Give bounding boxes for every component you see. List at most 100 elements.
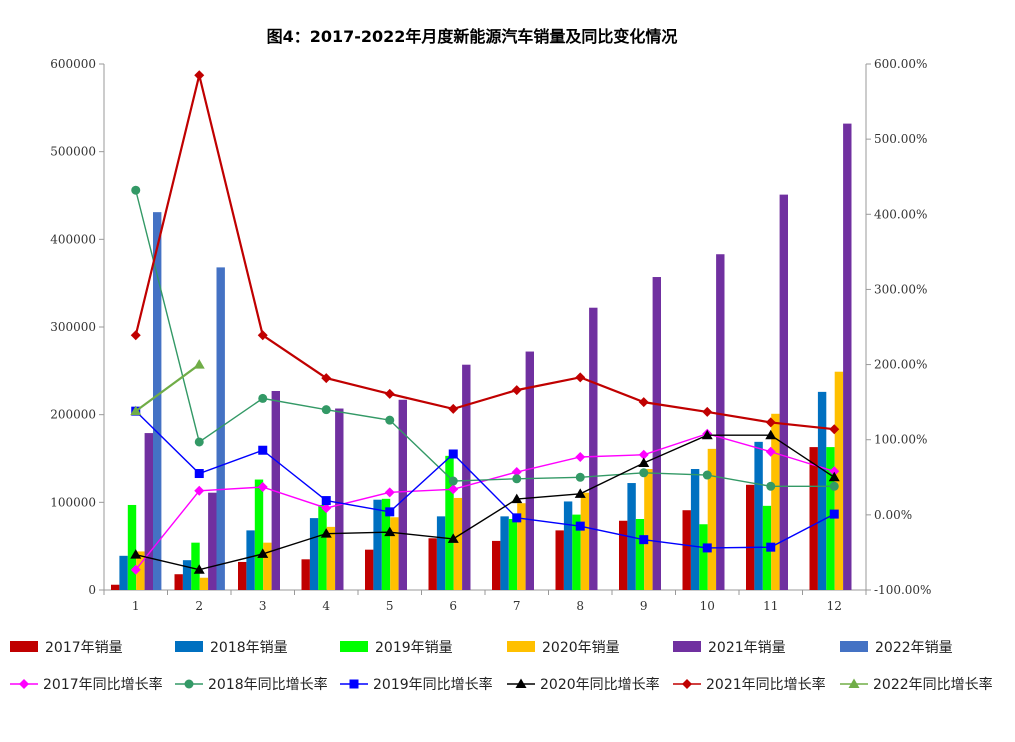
point-2020年同比增长率-11	[765, 429, 777, 440]
left-tick-label: 300000	[50, 320, 96, 334]
bar-2020年销量-6	[453, 497, 463, 590]
bar-2018年销量-1	[119, 555, 128, 590]
bar-2019年销量-5	[381, 498, 391, 590]
bar-2021年销量-12	[843, 123, 852, 590]
point-2017年同比增长率-6	[448, 484, 459, 495]
bar-2018年销量-6	[436, 516, 446, 590]
point-2017年同比增长率-2	[194, 485, 205, 496]
bar-2019年销量-8	[572, 514, 581, 590]
x-tick-label: 9	[640, 599, 648, 613]
line-2020年同比增长率	[135, 434, 835, 571]
bar-2017年销量-7	[492, 540, 501, 590]
bar-2018年销量-8	[563, 501, 573, 590]
point-2020年同比增长率-10	[701, 429, 713, 440]
point-2017年同比增长率-9	[638, 449, 649, 460]
point-2019年同比增长率-2	[194, 469, 204, 479]
bar-2020年销量-8	[580, 492, 590, 590]
legend-label: 2019年同比增长率	[373, 676, 493, 693]
bar-2022年销量-1	[153, 212, 162, 590]
point-2018年同比增长率-11	[766, 481, 776, 491]
bar-2020年销量-7	[517, 503, 526, 590]
left-tick-label: 600000	[50, 57, 96, 71]
point-2020年同比增长率-12	[828, 471, 840, 482]
bar-2018年销量-3	[246, 530, 255, 590]
point-2020年同比增长率-2	[193, 564, 205, 574]
x-tick-label: 5	[386, 599, 394, 613]
point-2019年同比增长率-3	[258, 445, 268, 455]
bar-2022年销量-2	[216, 267, 225, 590]
bar-2020年销量-11	[771, 413, 780, 590]
point-2017年同比增长率-4	[321, 503, 332, 514]
point-2020年同比增长率-1	[130, 549, 142, 559]
point-2017年同比增长率-3	[257, 482, 268, 493]
bar-2017年销量-4	[301, 559, 310, 590]
legend-marker	[349, 679, 359, 689]
x-tick-label: 10	[700, 599, 715, 613]
legend-label: 2017年同比增长率	[43, 676, 163, 693]
legend-label: 2020年同比增长率	[540, 676, 660, 693]
x-tick-label: 4	[322, 599, 330, 613]
point-2019年同比增长率-5	[385, 507, 395, 517]
left-tick-label: 200000	[50, 408, 96, 422]
left-tick-label: 500000	[50, 145, 96, 159]
point-2018年同比增长率-9	[639, 468, 649, 478]
bar-2021年销量-8	[589, 307, 598, 590]
legend-marker	[19, 679, 29, 689]
x-tick-label: 11	[763, 599, 778, 613]
point-2022年同比增长率-2	[193, 359, 205, 369]
point-2020年同比增长率-9	[638, 457, 650, 468]
bar-2021年销量-2	[208, 492, 217, 590]
legend-marker	[848, 678, 860, 688]
x-tick-label: 8	[576, 599, 584, 613]
right-tick-label: 0.00%	[874, 508, 912, 522]
point-2018年同比增长率-3	[258, 393, 268, 403]
bar-2017年销量-8	[555, 530, 564, 590]
bar-2019年销量-2	[191, 542, 200, 590]
bar-2017年销量-9	[619, 520, 628, 590]
legend-marker	[184, 679, 194, 689]
bar-2019年销量-6	[445, 455, 454, 590]
point-2021年同比增长率-6	[448, 403, 459, 414]
point-2020年同比增长率-4	[320, 528, 332, 538]
line-2018年同比增长率	[135, 190, 835, 488]
point-2020年同比增长率-5	[384, 526, 396, 537]
legend-label: 2021年销量	[708, 640, 786, 656]
bar-2017年销量-12	[809, 447, 818, 590]
point-2019年同比增长率-12	[829, 509, 839, 519]
legend-marker	[682, 679, 692, 689]
point-2021年同比增长率-12	[829, 424, 840, 435]
right-tick-label: 600.00%	[874, 57, 927, 71]
legend-label: 2020年销量	[542, 640, 620, 656]
bar-2019年销量-4	[318, 504, 327, 590]
point-2017年同比增长率-7	[511, 467, 522, 478]
bar-2021年销量-4	[335, 408, 344, 590]
legend-swatch	[340, 641, 368, 652]
bar-2020年销量-1	[136, 551, 145, 590]
legend-swatch	[840, 641, 868, 652]
bar-2021年销量-9	[652, 277, 661, 590]
legend-label: 2022年同比增长率	[873, 676, 993, 693]
legend-swatch	[507, 641, 535, 652]
point-2021年同比增长率-4	[321, 373, 332, 384]
point-2021年同比增长率-5	[384, 388, 395, 399]
bar-2019年销量-1	[127, 504, 137, 590]
point-2021年同比增长率-1	[130, 330, 141, 341]
point-2022年同比增长率-1	[130, 405, 142, 416]
point-2019年同比增长率-8	[575, 521, 585, 531]
bar-2018年销量-10	[690, 469, 700, 590]
bar-2020年销量-9	[644, 469, 653, 590]
x-tick-label: 7	[513, 599, 521, 613]
x-tick-label: 2	[195, 599, 203, 613]
x-tick-label: 6	[449, 599, 457, 613]
bar-2019年销量-7	[508, 518, 518, 590]
bar-2018年销量-12	[817, 391, 827, 590]
bar-2017年销量-11	[746, 484, 755, 590]
right-tick-label: 500.00%	[874, 132, 927, 146]
bar-2020年销量-4	[326, 526, 336, 590]
point-2019年同比增长率-7	[512, 513, 522, 523]
legend-label: 2018年同比增长率	[208, 676, 328, 693]
line-2019年同比增长率	[135, 410, 835, 549]
point-2018年同比增长率-1	[131, 185, 141, 195]
